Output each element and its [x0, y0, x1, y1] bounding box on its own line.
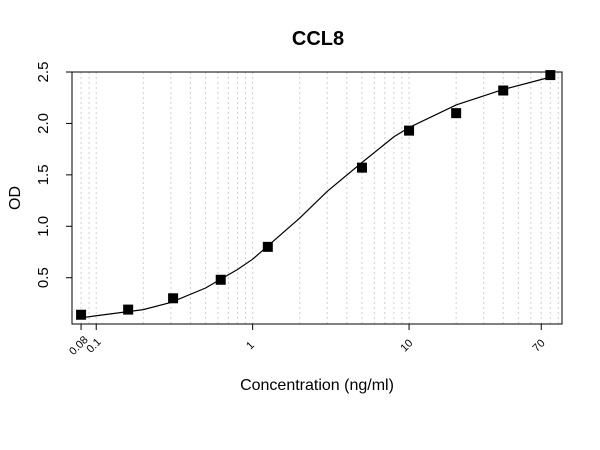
data-point — [356, 162, 367, 173]
data-point — [168, 293, 179, 304]
y-tick-label: 2.0 — [35, 113, 52, 134]
y-axis: 0.5 1.0 1.5 2.0 2.5 — [35, 62, 72, 288]
data-point — [451, 108, 462, 119]
y-tick-label: 0.5 — [35, 267, 52, 288]
fit-curve — [80, 76, 551, 319]
data-point — [498, 85, 509, 96]
y-axis-label: OD — [7, 186, 24, 210]
grid-lines — [71, 72, 559, 324]
y-tick-label: 1.5 — [35, 164, 52, 185]
data-point — [215, 274, 226, 285]
chart-title: CCL8 — [292, 28, 344, 50]
x-tick-label: 70 — [531, 337, 548, 354]
x-tick-label: 1 — [244, 339, 257, 352]
x-tick-label: 10 — [398, 337, 415, 354]
plot-frame — [71, 71, 563, 325]
data-point — [76, 309, 87, 320]
x-axis: 0.080.1 1 10 70 — [67, 324, 548, 358]
fit-curve-group — [80, 76, 551, 319]
data-point — [262, 241, 273, 252]
data-points-group — [76, 70, 556, 320]
y-tick-label: 2.5 — [35, 62, 52, 83]
x-axis-label: Concentration (ng/ml) — [240, 377, 394, 394]
data-point — [123, 304, 134, 315]
y-tick-label: 1.0 — [35, 216, 52, 237]
data-point — [404, 125, 415, 136]
data-point — [545, 70, 556, 81]
